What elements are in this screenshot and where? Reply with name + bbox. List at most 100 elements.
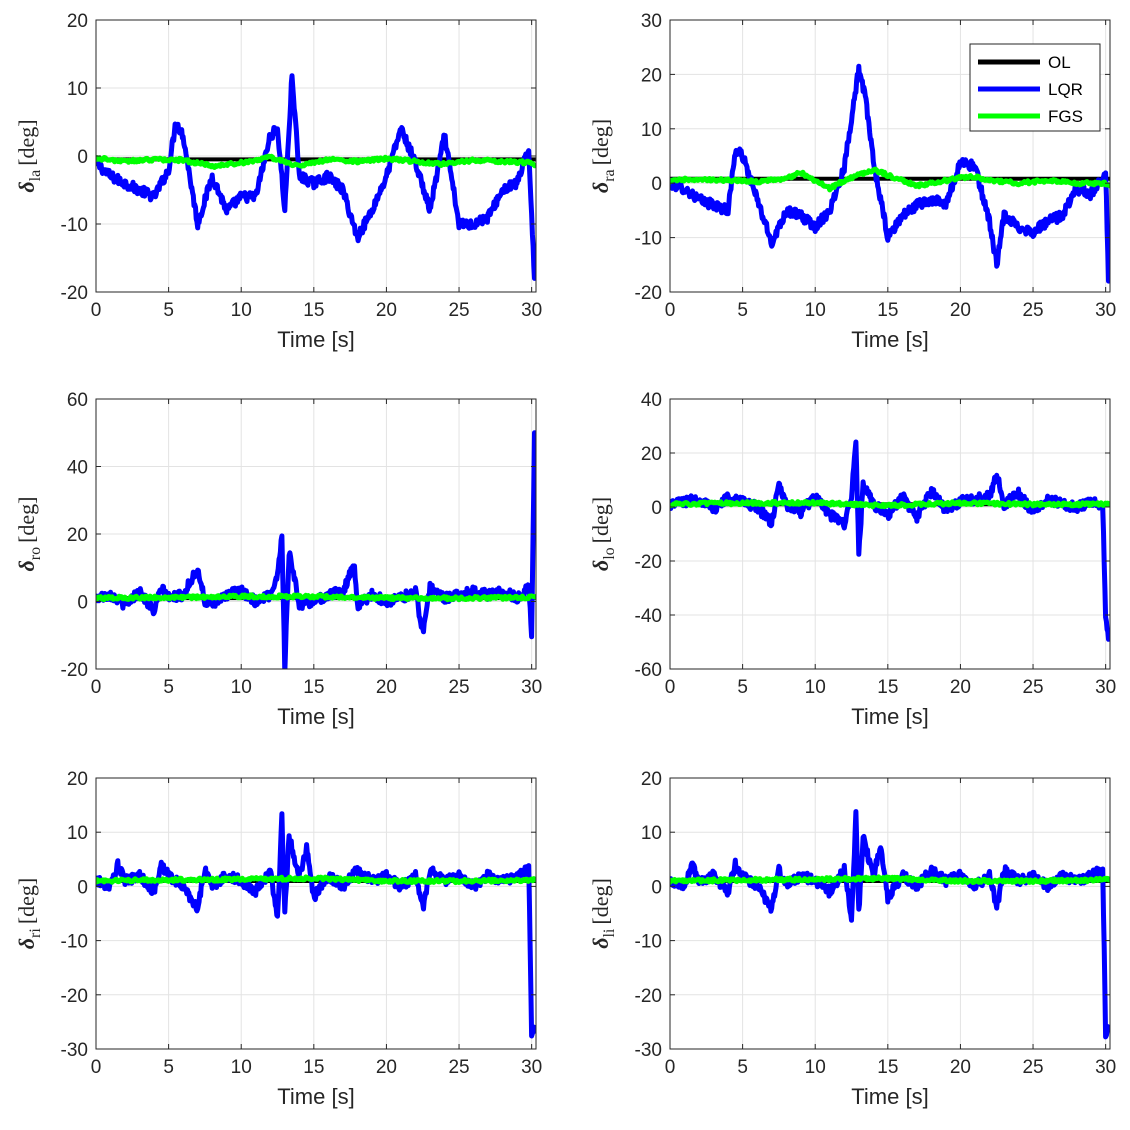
x-tick-label: 25 [1022,300,1043,321]
x-tick-label: 25 [448,677,469,698]
series-line-lqr [670,809,1110,1040]
chart-panel-top-left: 0 5 10 15 20 25 30 -20 -10 0 10 20 Time [s] δla [deg] [14,11,542,352]
series-group [96,811,536,1039]
series-group [670,439,1110,642]
x-tick-label: 15 [303,677,324,698]
series-group [96,73,536,281]
y-tick-label: 20 [641,65,662,86]
x-tick-label: 10 [805,300,826,321]
y-axis-symbol: δ [14,560,39,571]
series-line-fgs [96,153,536,170]
legend: OL LQR FGS [969,43,1101,132]
y-tick-label: -20 [635,552,662,573]
legend-label-fgs: FGS [1048,107,1083,126]
y-tick-label: 0 [651,174,662,195]
y-tick-label: 20 [641,444,662,465]
x-tick-label: 5 [737,300,748,321]
x-tick-label: 20 [376,300,397,321]
axes-box [669,398,1111,670]
x-tick-label: 10 [805,677,826,698]
y-axis-unit: [deg] [588,878,613,924]
y-tick-label: -60 [635,660,662,681]
y-tick-label: 40 [641,390,662,411]
y-tick-label: 10 [67,823,88,844]
y-tick-label: 30 [641,11,662,32]
x-tick-label: 0 [665,1057,676,1078]
y-tick-label: -40 [635,606,662,627]
series-line-fgs [96,592,536,603]
axes-box [95,777,537,1050]
x-axis-label: Time [s] [277,1084,354,1109]
y-axis-subscript: la [27,170,44,182]
series-line-lqr [96,811,536,1039]
y-tick-label: -10 [61,932,88,953]
legend-label-ol: OL [1048,53,1071,72]
chart-panel-bottom-right: 0 5 10 15 20 25 30 -30 -20 -10 0 10 20 Time [s] δli [de… [588,769,1116,1109]
y-tick-label: -20 [61,283,88,304]
x-tick-label: 25 [1022,677,1043,698]
y-tick-label: 0 [77,877,88,898]
y-axis-symbol: δ [588,938,613,949]
y-tick-label: 0 [651,498,662,519]
series-group [670,63,1110,284]
y-tick-label: 0 [77,593,88,614]
y-axis-label: δli [deg] [588,878,618,949]
x-tick-label: 0 [91,677,102,698]
x-tick-label: 0 [91,300,102,321]
series-line-fgs [670,166,1110,193]
y-axis-subscript: ra [601,169,618,181]
chart-panel-bottom-left: 0 5 10 15 20 25 30 -30 -20 -10 0 10 20 Time [s] δri [de… [14,769,542,1109]
y-tick-label: -20 [61,660,88,681]
x-tick-label: 20 [950,300,971,321]
axes-box [669,19,1111,293]
x-tick-label: 30 [521,300,542,321]
y-axis-label: δlo [deg] [588,497,618,571]
series-line-fgs [670,498,1110,510]
y-axis-symbol: δ [588,560,613,571]
y-axis-label: δri [deg] [14,878,44,949]
x-tick-label: 20 [950,1057,971,1078]
series-group [670,809,1110,1040]
x-tick-label: 15 [877,677,898,698]
x-tick-label: 30 [1095,1057,1116,1078]
y-axis-symbol: δ [14,181,39,192]
x-axis-label: Time [s] [851,327,928,352]
x-tick-label: 5 [163,677,174,698]
x-tick-label: 20 [950,677,971,698]
y-tick-label: -10 [635,932,662,953]
y-tick-label: 10 [67,79,88,100]
x-tick-label: 10 [805,1057,826,1078]
y-axis-label: δra [deg] [588,119,618,193]
x-tick-label: 0 [665,300,676,321]
y-tick-label: 60 [67,390,88,411]
y-tick-label: -30 [635,1040,662,1061]
legend-label-lqr: LQR [1048,80,1083,99]
x-tick-label: 25 [1022,1057,1043,1078]
y-tick-label: 0 [651,877,662,898]
x-tick-label: 15 [303,1057,324,1078]
x-tick-label: 10 [231,1057,252,1078]
y-tick-label: -10 [61,215,88,236]
x-tick-label: 30 [1095,300,1116,321]
y-tick-label: -20 [635,986,662,1007]
x-axis-label: Time [s] [277,327,354,352]
y-tick-label: 10 [641,120,662,141]
axes-box [669,777,1111,1050]
y-tick-label: 20 [67,525,88,546]
x-tick-label: 5 [163,1057,174,1078]
series-group [96,430,536,669]
x-tick-label: 15 [877,1057,898,1078]
chart-panel-middle-right: 0 5 10 15 20 25 30 -60 -40 -20 0 20 40 Time [s] δlo [de… [588,390,1116,729]
x-tick-label: 5 [163,300,174,321]
plot-area [96,778,536,1049]
y-axis-unit: [deg] [588,497,613,543]
x-tick-label: 5 [737,677,748,698]
y-axis-unit: [deg] [588,119,613,165]
y-tick-label: -10 [635,229,662,250]
y-tick-label: -30 [61,1040,88,1061]
series-line-fgs [96,874,536,886]
chart-panel-top-right: 0 5 10 15 20 25 30 -20 -10 0 10 20 30 Time [s] δra [deg… [588,11,1116,352]
y-tick-label: 20 [67,11,88,32]
y-axis-symbol: δ [588,182,613,193]
y-axis-symbol: δ [14,938,39,949]
